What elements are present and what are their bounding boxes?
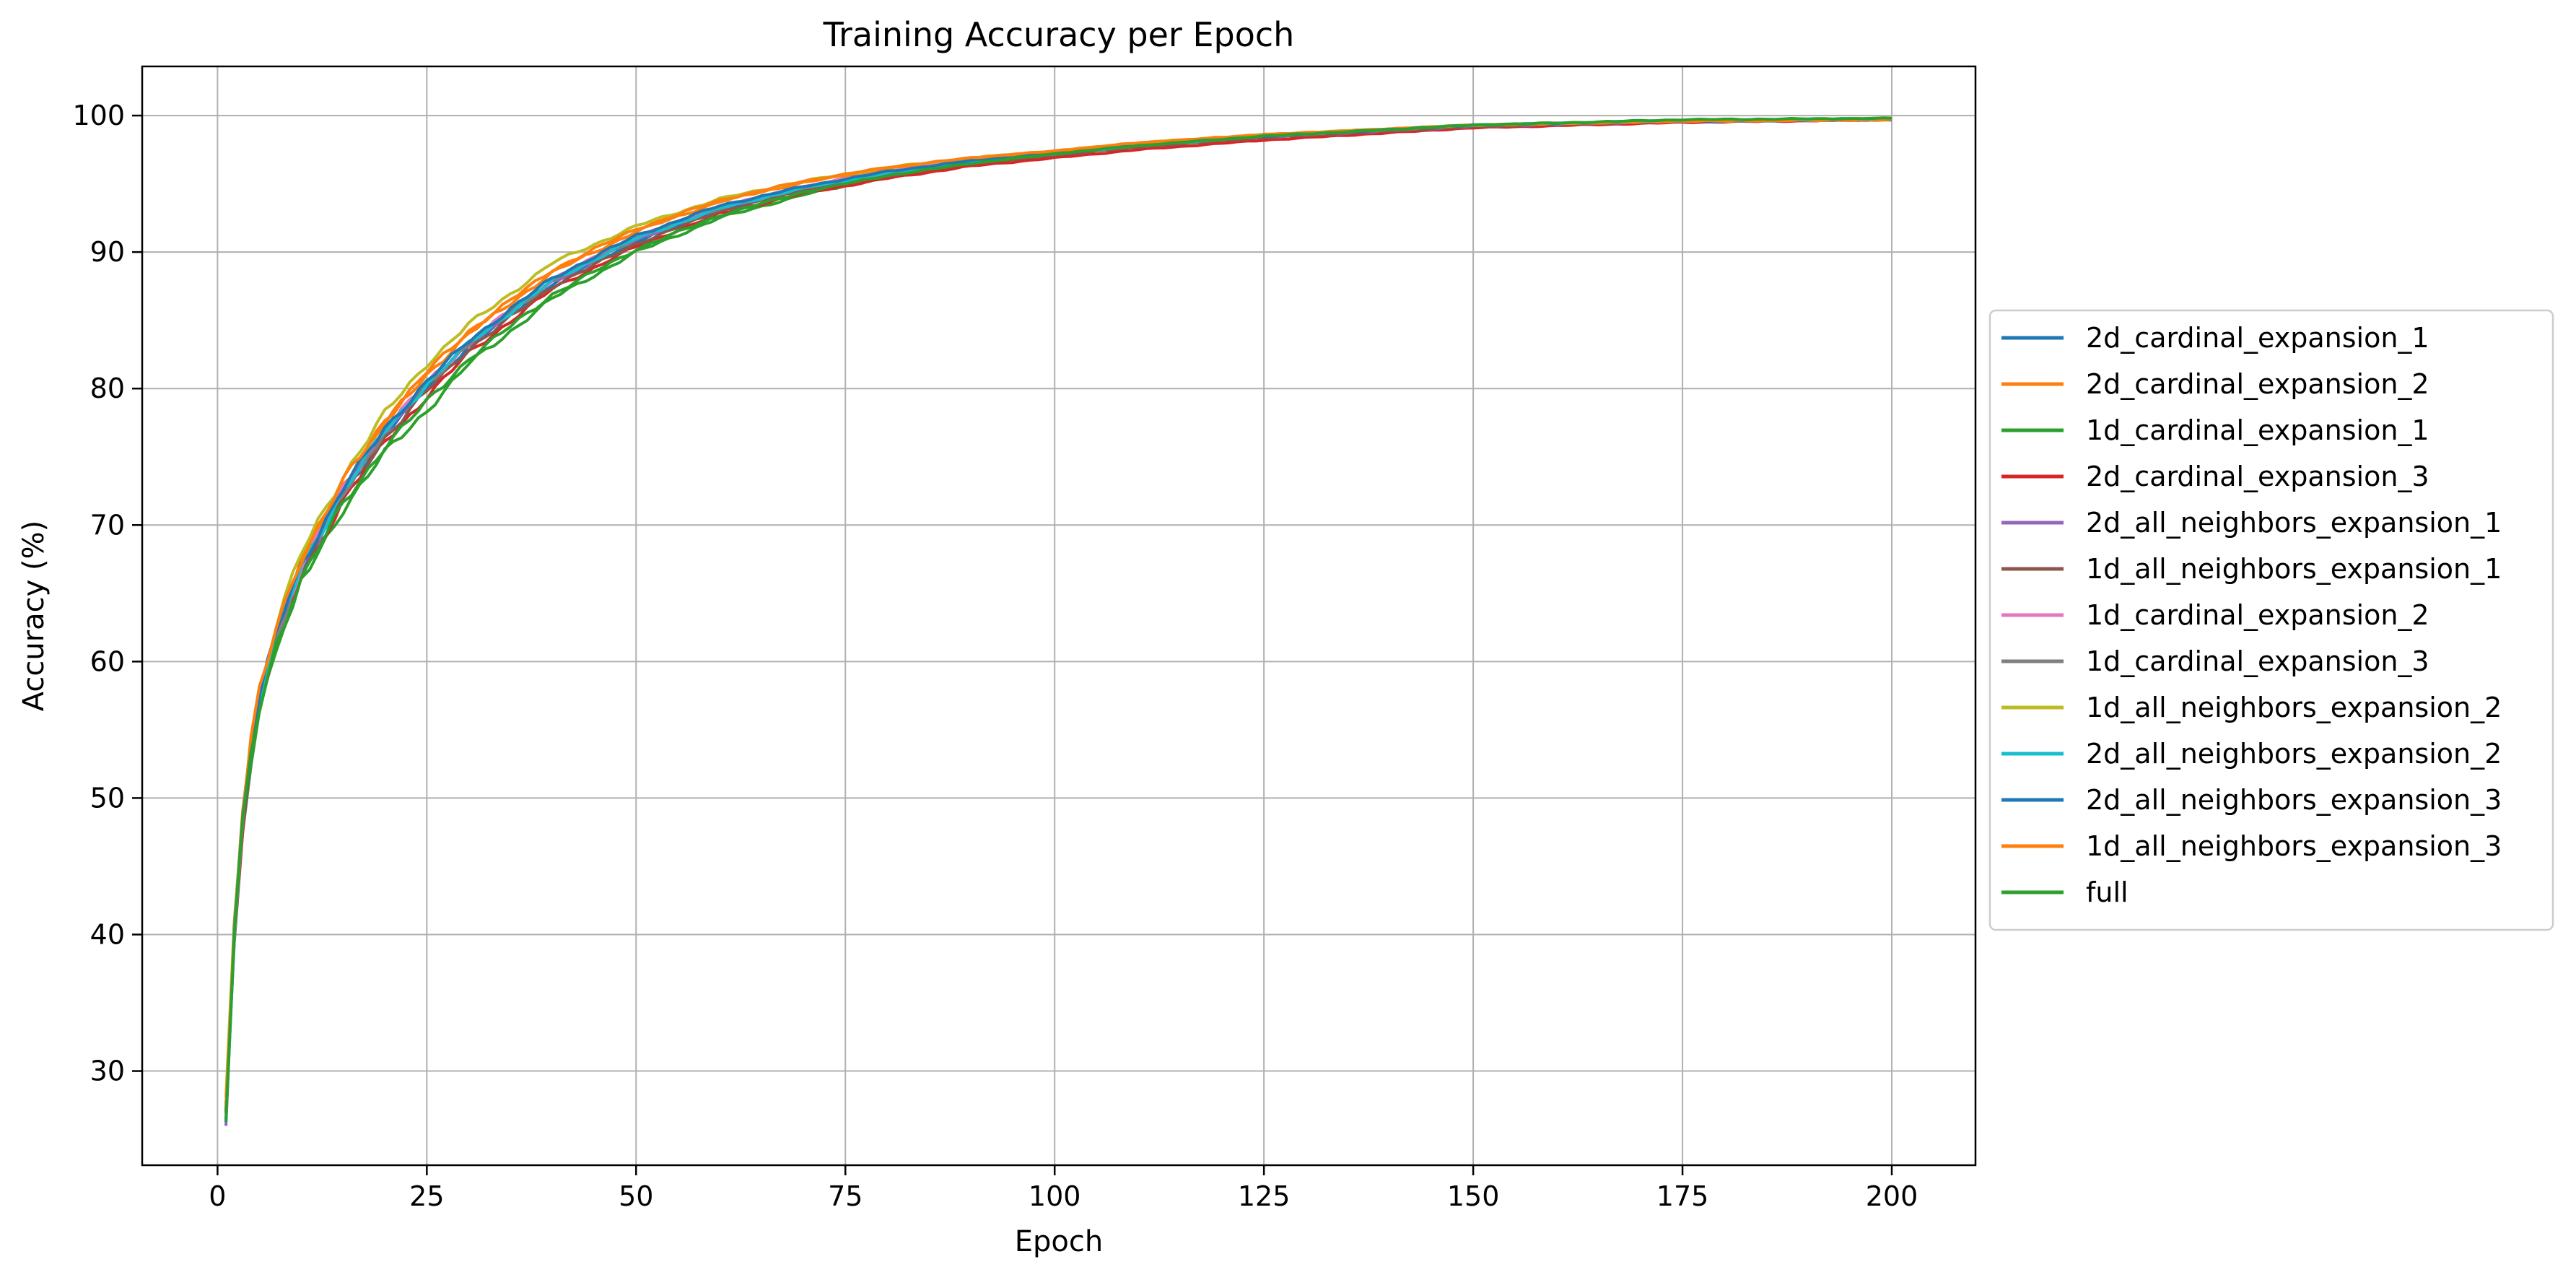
plot-area-frame: [141, 65, 1977, 1167]
x-tick-label: 75: [828, 1180, 863, 1212]
y-tick-label: 50: [90, 782, 125, 814]
x-tick-label: 0: [209, 1180, 226, 1212]
legend-label: full: [2086, 876, 2129, 908]
legend-label: 2d_cardinal_expansion_2: [2086, 368, 2429, 400]
axis-ticks: 0 25 50 75 100 125 150 175 200 30 40 50 60 70 80 90 100: [72, 100, 1918, 1212]
legend-label: 2d_cardinal_expansion_3: [2086, 461, 2429, 492]
legend: 2d_cardinal_expansion_1 2d_cardinal_expan…: [1988, 309, 2554, 931]
chart-title: Training Accuracy per Epoch: [823, 15, 1295, 54]
legend-label: 2d_cardinal_expansion_1: [2086, 322, 2429, 354]
series-lines: [224, 116, 1892, 1126]
x-tick-label: 100: [1029, 1180, 1081, 1212]
legend-label: 1d_all_neighbors_expansion_1: [2086, 553, 2502, 585]
series-line-full: [224, 116, 1892, 1122]
y-tick-label: 60: [90, 645, 125, 677]
x-tick-label: 25: [409, 1180, 444, 1212]
legend-label: 1d_cardinal_expansion_2: [2086, 599, 2429, 631]
legend-box: [1988, 309, 2554, 931]
x-axis-label: Epoch: [1015, 1225, 1103, 1258]
y-tick-label: 80: [90, 373, 125, 404]
x-tick-label: 200: [1866, 1180, 1918, 1212]
legend-label: 2d_all_neighbors_expansion_2: [2086, 738, 2502, 770]
y-tick-label: 40: [90, 918, 125, 950]
legend-label: 2d_all_neighbors_expansion_3: [2086, 784, 2502, 816]
legend-label: 1d_cardinal_expansion_1: [2086, 414, 2429, 446]
y-tick-label: 70: [90, 509, 125, 541]
x-tick-label: 125: [1238, 1180, 1291, 1212]
y-axis-label: Accuracy (%): [17, 521, 51, 712]
y-tick-label: 30: [90, 1055, 125, 1087]
y-tick-label: 100: [72, 100, 125, 131]
x-tick-label: 175: [1656, 1180, 1709, 1212]
legend-label: 1d_cardinal_expansion_3: [2086, 645, 2429, 677]
y-tick-label: 90: [90, 236, 125, 268]
x-tick-label: 50: [619, 1180, 653, 1212]
legend-label: 1d_all_neighbors_expansion_2: [2086, 692, 2502, 723]
legend-label: 1d_all_neighbors_expansion_3: [2086, 830, 2502, 862]
x-tick-label: 150: [1447, 1180, 1500, 1212]
legend-label: 2d_all_neighbors_expansion_1: [2086, 507, 2502, 539]
